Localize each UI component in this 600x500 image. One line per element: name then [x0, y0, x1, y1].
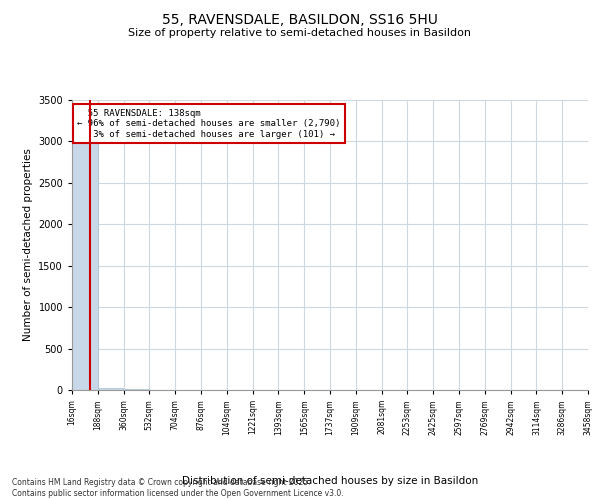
- Bar: [72, 108, 98, 390]
- Text: 55 RAVENSDALE: 138sqm
← 96% of semi-detached houses are smaller (2,790)
   3% of: 55 RAVENSDALE: 138sqm ← 96% of semi-deta…: [77, 108, 341, 138]
- Text: Size of property relative to semi-detached houses in Basildon: Size of property relative to semi-detach…: [128, 28, 472, 38]
- Text: Contains HM Land Registry data © Crown copyright and database right 2025.
Contai: Contains HM Land Registry data © Crown c…: [12, 478, 344, 498]
- Text: 55, RAVENSDALE, BASILDON, SS16 5HU: 55, RAVENSDALE, BASILDON, SS16 5HU: [162, 12, 438, 26]
- Y-axis label: Number of semi-detached properties: Number of semi-detached properties: [23, 148, 32, 342]
- X-axis label: Distribution of semi-detached houses by size in Basildon: Distribution of semi-detached houses by …: [182, 476, 478, 486]
- Bar: [98, 388, 124, 390]
